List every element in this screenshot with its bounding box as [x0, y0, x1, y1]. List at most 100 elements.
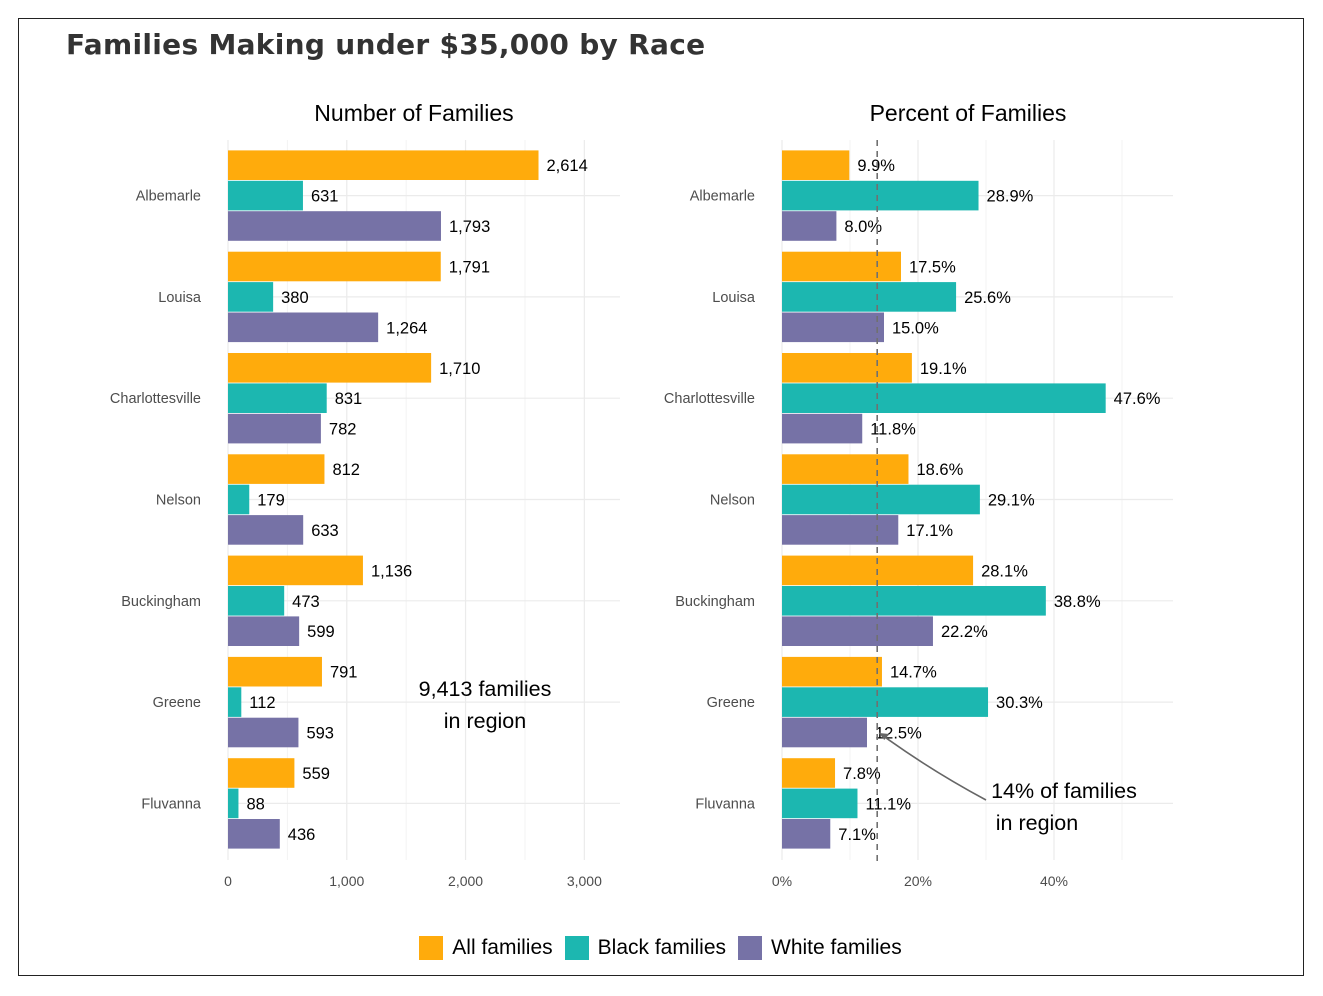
category-label-0-charlottesville: Charlottesville	[110, 391, 201, 407]
category-label-1-fluvanna: Fluvanna	[695, 796, 756, 812]
legend-swatch-black	[564, 936, 589, 960]
bar-value-label-0-greene-white: 593	[306, 725, 334, 743]
bar-value-label-0-fluvanna-white: 436	[288, 826, 316, 844]
bar-value-label-1-louisa-black: 25.6%	[964, 289, 1011, 307]
bar-value-label-1-nelson-white: 17.1%	[906, 522, 953, 540]
bar-0-albemarle-white	[228, 211, 441, 241]
bar-value-label-1-buckingham-black: 38.8%	[1054, 593, 1101, 611]
annotation-arrowhead	[879, 733, 890, 740]
legend-label-white: White families	[771, 936, 902, 959]
bar-0-greene-white	[228, 717, 299, 748]
chart-title: Families Making under $35,000 by Race	[66, 28, 706, 61]
bar-value-label-0-nelson-white: 633	[311, 522, 339, 540]
bar-value-label-1-nelson-black: 29.1%	[988, 492, 1035, 510]
legend-swatch-white	[738, 936, 763, 960]
bar-value-label-1-charlottesville-all: 19.1%	[920, 360, 967, 378]
bar-0-buckingham-all	[228, 555, 363, 586]
bar-value-label-1-buckingham-white: 22.2%	[941, 623, 988, 641]
bar-0-charlottesville-white	[228, 413, 321, 444]
legend-item-white: White families	[738, 936, 902, 960]
bar-1-greene-black	[782, 687, 989, 717]
x-tick-label-1-1: 20%	[904, 873, 932, 889]
bar-value-label-1-nelson-all: 18.6%	[916, 461, 963, 479]
bar-1-nelson-white	[782, 515, 899, 545]
category-label-0-nelson: Nelson	[156, 493, 201, 509]
category-label-1-greene: Greene	[707, 695, 755, 711]
bar-1-greene-all	[782, 656, 882, 687]
bar-0-charlottesville-all	[228, 353, 432, 383]
bar-1-louisa-all	[782, 251, 901, 282]
category-label-1-nelson: Nelson	[710, 493, 755, 509]
bar-1-charlottesville-black	[782, 383, 1106, 413]
bar-1-albemarle-all	[782, 150, 850, 180]
legend-item-black: Black families	[564, 936, 727, 960]
annotation-line-2-1: in region	[996, 811, 1078, 835]
bar-0-fluvanna-white	[228, 819, 280, 849]
bar-value-label-0-buckingham-all: 1,136	[371, 562, 412, 580]
x-tick-label-0-2: 2,000	[448, 873, 483, 889]
bar-value-label-1-albemarle-all: 9.9%	[857, 157, 895, 175]
bar-1-charlottesville-all	[782, 353, 912, 383]
bar-value-label-1-charlottesville-white: 11.8%	[870, 421, 916, 439]
bar-value-label-0-albemarle-all: 2,614	[547, 157, 588, 175]
bar-value-label-0-nelson-black: 179	[257, 492, 285, 510]
bar-0-greene-all	[228, 656, 322, 687]
bar-value-label-0-nelson-all: 812	[332, 461, 360, 479]
bar-1-albemarle-black	[782, 180, 979, 211]
annotation-line-1-1: 14% of families	[991, 779, 1137, 803]
x-tick-label-0-1: 1,000	[329, 873, 364, 889]
annotation-arrow	[878, 732, 987, 801]
bar-0-buckingham-white	[228, 616, 300, 646]
bar-0-albemarle-all	[228, 150, 539, 180]
bar-value-label-0-greene-all: 791	[330, 664, 358, 682]
legend-item-all: All families	[419, 936, 553, 960]
bar-1-greene-white	[782, 717, 867, 748]
bar-value-label-0-fluvanna-all: 559	[302, 765, 330, 783]
bar-value-label-1-charlottesville-black: 47.6%	[1114, 390, 1161, 408]
annotation-line-1-0: 9,413 families	[419, 677, 552, 701]
bar-1-louisa-white	[782, 312, 884, 343]
bar-value-label-1-fluvanna-black: 11.1%	[865, 795, 911, 813]
legend: All families Black families White famili…	[0, 931, 1323, 965]
bar-1-nelson-all	[782, 454, 909, 484]
category-label-0-buckingham: Buckingham	[121, 594, 201, 610]
panel-title-0: Number of Families	[314, 100, 513, 126]
bar-1-charlottesville-white	[782, 413, 863, 444]
bar-value-label-0-albemarle-white: 1,793	[449, 218, 490, 236]
bar-0-nelson-black	[228, 484, 250, 515]
bar-0-nelson-white	[228, 515, 304, 545]
category-label-0-greene: Greene	[153, 695, 201, 711]
bar-value-label-1-albemarle-black: 28.9%	[987, 188, 1034, 206]
bar-value-label-0-albemarle-black: 631	[311, 188, 339, 206]
bar-1-buckingham-black	[782, 586, 1046, 616]
bar-value-label-0-charlottesville-all: 1,710	[439, 360, 480, 378]
bar-value-label-0-charlottesville-white: 782	[329, 421, 357, 439]
bar-value-label-1-fluvanna-all: 7.8%	[843, 765, 881, 783]
bar-1-fluvanna-black	[782, 788, 858, 819]
bar-1-fluvanna-white	[782, 819, 831, 849]
x-tick-label-0-3: 3,000	[567, 873, 602, 889]
legend-label-black: Black families	[597, 936, 727, 959]
x-tick-label-1-0: 0%	[772, 873, 792, 889]
bar-0-greene-black	[228, 687, 242, 717]
bar-value-label-0-louisa-all: 1,791	[449, 259, 490, 277]
bar-value-label-1-albemarle-white: 8.0%	[844, 218, 882, 236]
category-label-1-charlottesville: Charlottesville	[664, 391, 755, 407]
category-label-1-albemarle: Albemarle	[690, 189, 755, 205]
bar-value-label-1-greene-black: 30.3%	[996, 694, 1043, 712]
bar-1-buckingham-white	[782, 616, 933, 646]
bar-0-charlottesville-black	[228, 383, 327, 413]
bar-value-label-0-charlottesville-black: 831	[335, 390, 363, 408]
category-label-1-louisa: Louisa	[712, 290, 756, 306]
bar-value-label-0-greene-black: 112	[249, 694, 275, 712]
bar-0-buckingham-black	[228, 586, 285, 616]
bar-0-albemarle-black	[228, 180, 303, 211]
annotation-line-2-0: in region	[444, 709, 526, 733]
bar-value-label-0-louisa-black: 380	[281, 289, 309, 307]
bar-1-louisa-black	[782, 282, 957, 312]
bar-0-fluvanna-all	[228, 758, 295, 788]
bar-0-louisa-black	[228, 282, 274, 312]
category-label-0-louisa: Louisa	[158, 290, 202, 306]
category-label-0-albemarle: Albemarle	[136, 189, 201, 205]
